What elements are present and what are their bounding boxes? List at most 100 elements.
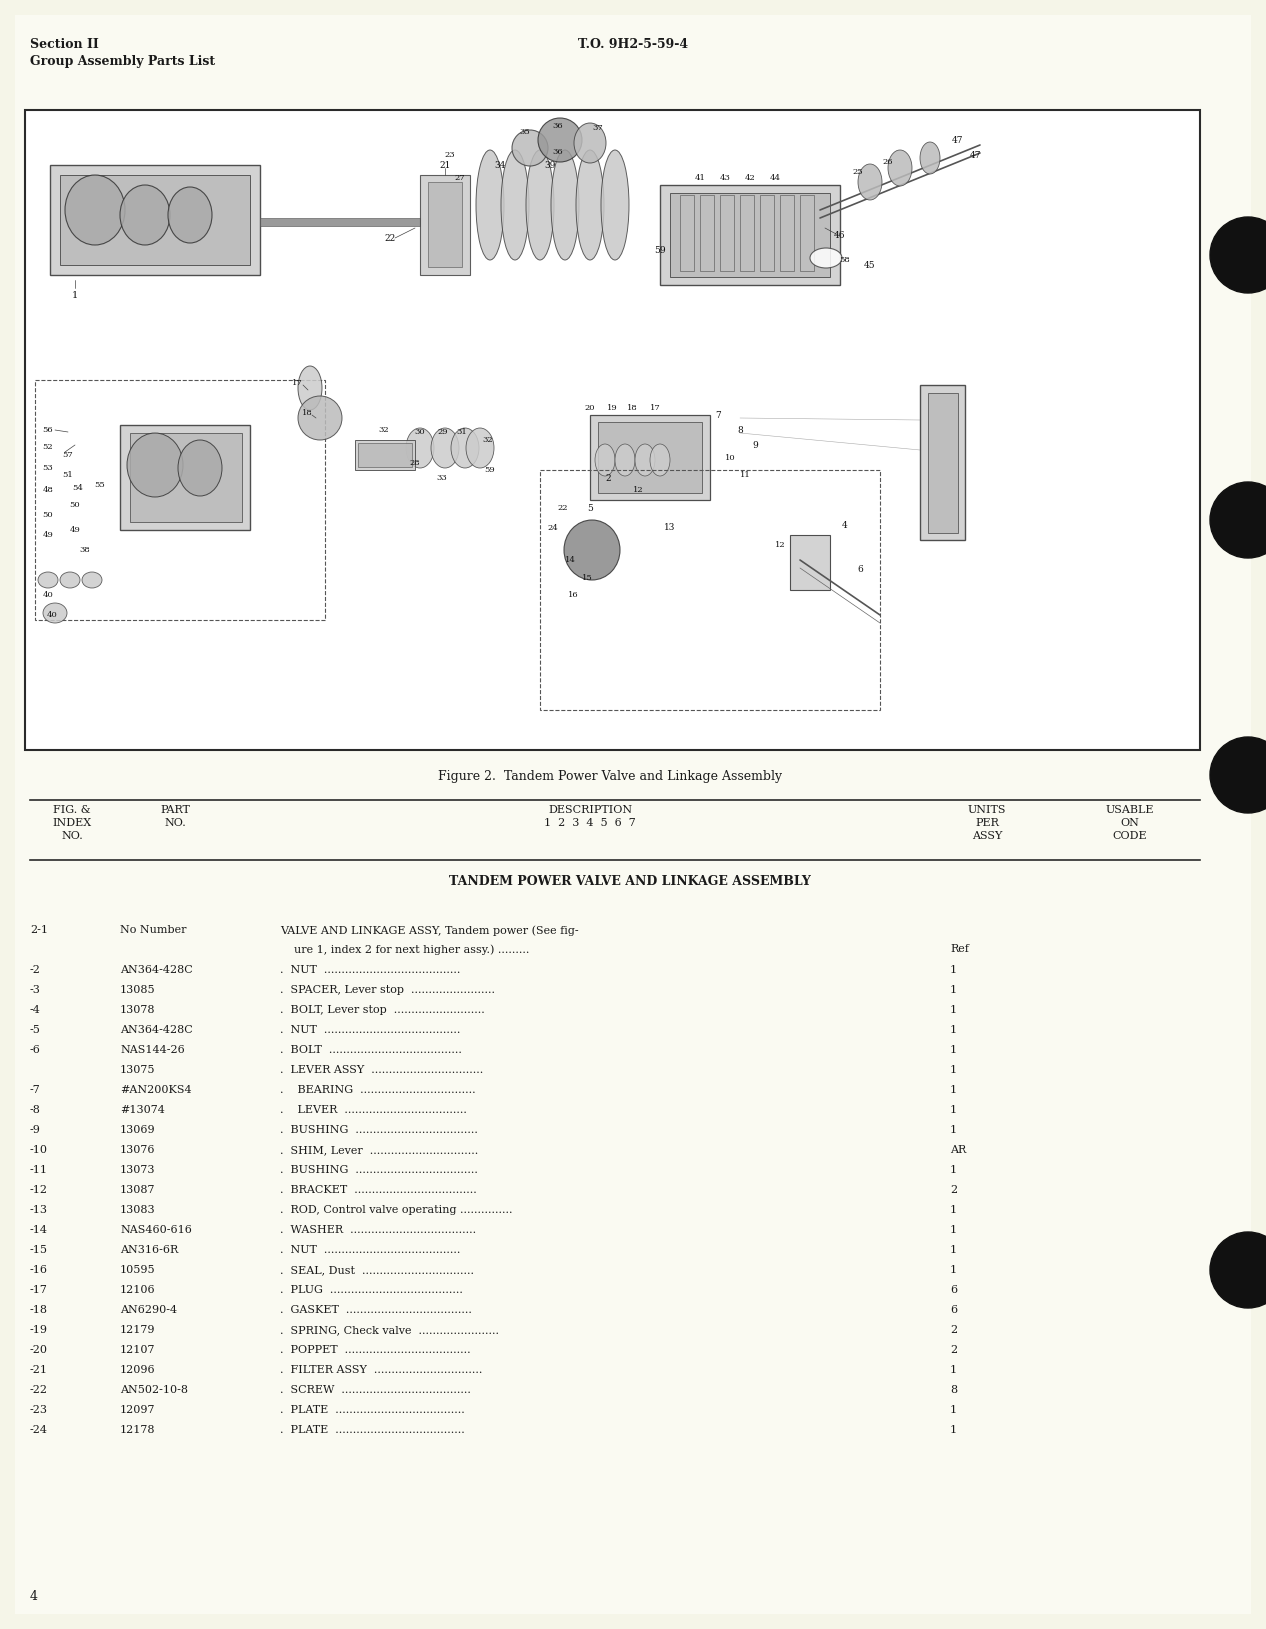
Text: No Number: No Number [120,925,186,935]
Ellipse shape [430,428,460,468]
Text: 41: 41 [695,174,705,182]
Text: -21: -21 [30,1365,48,1375]
Text: 1: 1 [72,290,78,300]
Text: 52: 52 [43,443,53,451]
Text: 12179: 12179 [120,1324,156,1336]
Ellipse shape [65,174,125,244]
Text: 1: 1 [950,1085,957,1095]
Bar [928,393,958,533]
Text: 19: 19 [606,404,618,412]
Text: 12106: 12106 [120,1285,156,1295]
Bar [780,195,794,270]
Text: .  PLUG  ......................................: . PLUG .................................… [280,1285,463,1295]
Text: 50: 50 [70,502,80,508]
Text: AN364-428C: AN364-428C [120,964,192,976]
Text: 50: 50 [43,512,53,520]
Text: 30: 30 [415,428,425,437]
Text: 22: 22 [385,233,395,243]
Text: 10595: 10595 [120,1266,156,1276]
Text: ure 1, index 2 for next higher assy.) .........: ure 1, index 2 for next higher assy.) ..… [280,943,529,955]
Bar [700,195,714,270]
Text: Figure 2.  Tandem Power Valve and Linkage Assembly: Figure 2. Tandem Power Valve and Linkage… [438,771,782,784]
Text: 1: 1 [950,1245,957,1254]
Text: 53: 53 [43,464,53,472]
Ellipse shape [60,572,80,588]
Text: .  BUSHING  ...................................: . BUSHING ..............................… [280,1126,477,1135]
Bar [420,174,470,275]
Text: .  SHIM, Lever  ...............................: . SHIM, Lever ..........................… [280,1145,479,1155]
Text: -19: -19 [30,1324,48,1336]
Ellipse shape [595,445,615,476]
Bar [49,165,260,275]
Text: T.O. 9H2-5-59-4: T.O. 9H2-5-59-4 [579,37,687,50]
Text: 13085: 13085 [120,986,156,995]
Text: 1: 1 [950,986,957,995]
Text: 49: 49 [70,526,81,534]
Ellipse shape [525,150,555,261]
Text: .  SCREW  .....................................: . SCREW ................................… [280,1385,471,1394]
Text: 40: 40 [47,611,57,619]
Text: 18: 18 [301,409,313,417]
Text: -3: -3 [30,986,41,995]
Text: NAS460-616: NAS460-616 [120,1225,192,1235]
Bar [660,186,841,285]
Text: 4: 4 [842,521,848,529]
Text: 13083: 13083 [120,1205,156,1215]
Text: 1: 1 [950,1165,957,1175]
Text: 42: 42 [744,174,756,182]
Ellipse shape [601,150,629,261]
Text: .  NUT  .......................................: . NUT ..................................… [280,1025,461,1034]
Text: 12: 12 [633,485,643,494]
Text: 36: 36 [553,148,563,156]
Text: .    BEARING  .................................: . BEARING ..............................… [280,1085,476,1095]
Text: 1: 1 [950,1065,957,1075]
Circle shape [1210,1232,1266,1308]
Text: 13069: 13069 [120,1126,156,1135]
Bar [920,384,965,539]
Text: 1: 1 [950,1425,957,1435]
Text: -18: -18 [30,1305,48,1315]
Bar [35,380,325,621]
Bar [120,425,249,529]
Text: .  SEAL, Dust  ................................: . SEAL, Dust ...........................… [280,1266,473,1276]
Text: .  PLATE  .....................................: . PLATE ................................… [280,1425,465,1435]
Text: 47: 47 [970,150,981,160]
Circle shape [1210,217,1266,293]
Text: UNITS
PER
ASSY: UNITS PER ASSY [967,805,1006,842]
Ellipse shape [636,445,655,476]
Text: 6: 6 [950,1285,957,1295]
Text: 16: 16 [567,591,579,599]
Text: 13076: 13076 [120,1145,156,1155]
Text: 1: 1 [950,1365,957,1375]
Text: -24: -24 [30,1425,48,1435]
Text: 38: 38 [80,546,90,554]
Text: 59: 59 [655,246,666,254]
Ellipse shape [615,445,636,476]
Bar [680,195,694,270]
Text: 12: 12 [775,541,785,549]
Text: TANDEM POWER VALVE AND LINKAGE ASSEMBLY: TANDEM POWER VALVE AND LINKAGE ASSEMBLY [449,875,812,888]
Ellipse shape [298,396,342,440]
Text: -7: -7 [30,1085,41,1095]
Bar [670,192,830,277]
Text: 57: 57 [62,451,73,459]
Text: .  GASKET  ....................................: . GASKET ...............................… [280,1305,472,1315]
Ellipse shape [82,572,103,588]
Text: 46: 46 [834,230,846,239]
Text: 37: 37 [592,124,604,132]
Text: .  BUSHING  ...................................: . BUSHING ..............................… [280,1165,477,1175]
Text: 58: 58 [839,256,851,264]
Text: 21: 21 [439,161,451,169]
Bar [25,111,1200,749]
Text: 43: 43 [719,174,730,182]
Text: 9: 9 [752,440,758,450]
Text: 13075: 13075 [120,1065,156,1075]
Text: -15: -15 [30,1245,48,1254]
Text: -4: -4 [30,1005,41,1015]
Bar [358,443,411,468]
Text: .  ROD, Control valve operating ...............: . ROD, Control valve operating .........… [280,1205,513,1215]
Text: DESCRIPTION
1  2  3  4  5  6  7: DESCRIPTION 1 2 3 4 5 6 7 [544,805,636,828]
Text: 1: 1 [950,1005,957,1015]
Text: 11: 11 [739,471,751,479]
Ellipse shape [43,603,67,622]
